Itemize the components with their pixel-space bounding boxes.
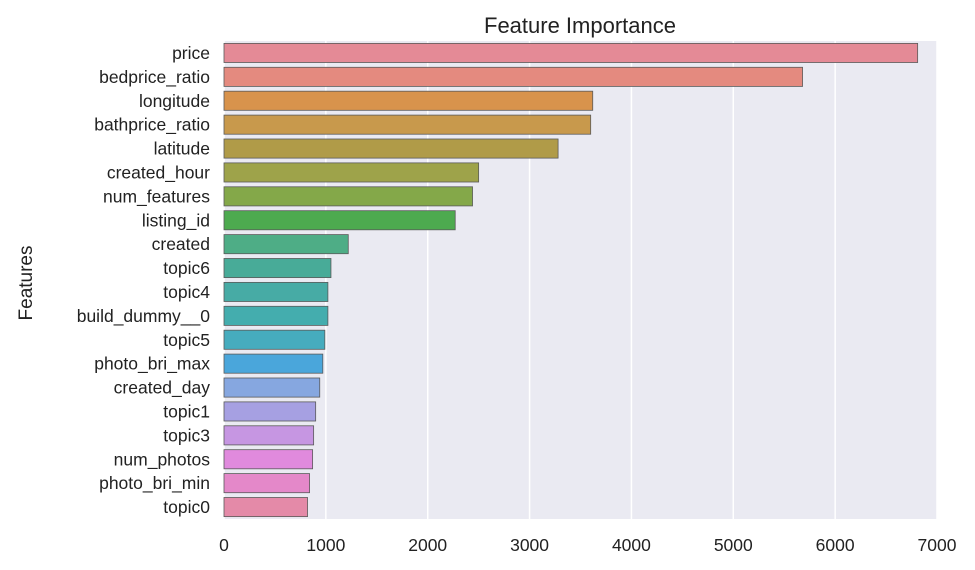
plot-area [224, 41, 937, 519]
y-tick-label: bathprice_ratio [94, 115, 210, 136]
bar-topic1 [223, 401, 317, 422]
y-tick-label: photo_bri_min [99, 473, 210, 494]
y-tick-label: topic1 [163, 401, 210, 421]
y-tick-label: build_dummy__0 [77, 306, 211, 327]
y-tick-label: created_day [114, 378, 211, 399]
y-axis-label: Features [16, 246, 37, 321]
bar-build-dummy-0 [223, 305, 329, 326]
chart-title: Feature Importance [484, 13, 676, 38]
bar-latitude [223, 138, 559, 159]
x-tick-labels: 0 1000 2000 3000 4000 5000 6000 7000 [219, 535, 957, 555]
y-tick-label: topic0 [163, 497, 210, 517]
x-tick-label: 1000 [306, 535, 345, 555]
x-tick-label: 0 [219, 535, 229, 555]
y-tick-label: topic6 [163, 258, 210, 278]
bars [223, 42, 919, 518]
bar-bedprice-ratio [223, 66, 803, 87]
y-tick-label: created_hour [107, 162, 210, 183]
y-tick-label: topic5 [163, 330, 210, 350]
bar-created-day [223, 377, 321, 398]
y-tick-label: longitude [139, 91, 210, 111]
x-tick-label: 7000 [918, 535, 957, 555]
y-tick-label: price [172, 43, 210, 63]
y-tick-label: topic3 [163, 425, 210, 445]
bar-topic0 [223, 497, 308, 518]
bar-listing-id [223, 210, 456, 231]
bar-topic4 [223, 281, 329, 302]
x-tick-label: 3000 [510, 535, 549, 555]
y-tick-label: num_photos [114, 449, 211, 470]
x-tick-label: 6000 [816, 535, 855, 555]
bar-created [223, 234, 349, 255]
y-tick-label: created [152, 234, 210, 254]
y-tick-label: bedprice_ratio [99, 67, 210, 88]
bar-topic6 [223, 258, 332, 279]
y-tick-label: latitude [154, 139, 210, 159]
bar-topic3 [223, 425, 315, 446]
bar-num-features [223, 186, 473, 207]
bar-created-hour [223, 162, 480, 183]
x-tick-label: 5000 [714, 535, 753, 555]
bar-price [223, 42, 919, 63]
y-tick-labels: price bedprice_ratio longitude bathprice_ra… [77, 43, 211, 517]
bar-longitude [223, 90, 594, 111]
bar-num-photos [223, 449, 314, 470]
bar-photo-bri-max [223, 353, 324, 374]
y-tick-label: photo_bri_max [94, 354, 210, 375]
y-tick-label: listing_id [142, 210, 210, 231]
bar-bathprice-ratio [223, 114, 592, 135]
x-tick-label: 2000 [408, 535, 447, 555]
y-tick-label: num_features [103, 186, 210, 207]
y-tick-label: topic4 [163, 282, 210, 302]
bar-photo-bri-min [223, 473, 310, 494]
x-tick-label: 4000 [612, 535, 651, 555]
bar-topic5 [223, 329, 326, 350]
